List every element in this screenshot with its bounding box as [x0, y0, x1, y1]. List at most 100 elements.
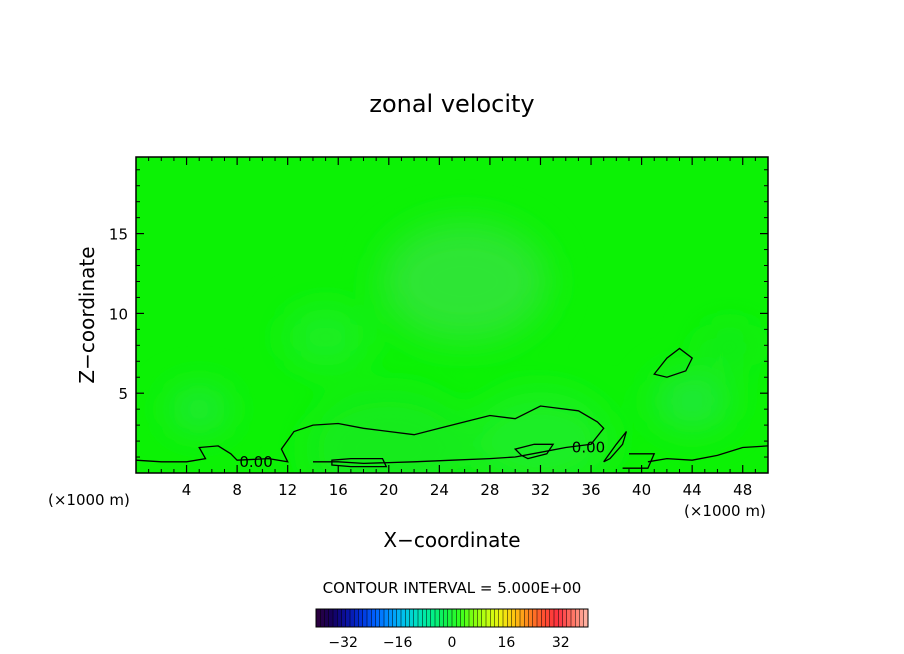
colorbar-segment — [524, 609, 529, 627]
contour-line — [603, 431, 628, 463]
contour-line — [331, 457, 388, 468]
x-tick-label: 40 — [632, 481, 651, 499]
colorbar-segment — [435, 609, 440, 627]
colorbar-segment — [337, 609, 342, 627]
colorbar-segment — [401, 609, 406, 627]
colorbar-segment — [477, 609, 483, 627]
colorbar-segment — [562, 609, 568, 627]
colorbar-segment — [528, 609, 534, 627]
field-patch — [168, 387, 230, 432]
x-tick-label: 28 — [480, 481, 499, 499]
colorbar-segment — [439, 609, 444, 627]
chart-title: zonal velocity — [369, 90, 534, 118]
field-anomalies — [168, 221, 761, 473]
colorbar-segment — [316, 609, 321, 627]
colorbar-segment — [507, 609, 512, 627]
colorbar-segment — [579, 609, 585, 627]
colorbar-segment — [566, 609, 572, 627]
colorbar-segment — [371, 609, 376, 627]
colorbar-segment — [549, 609, 555, 627]
x-tick-label: 48 — [733, 481, 752, 499]
colorbar-segment — [358, 609, 364, 627]
colorbar-segment — [384, 609, 389, 627]
x-tick-label: 44 — [683, 481, 702, 499]
x-tick-label: 4 — [182, 481, 192, 499]
y-tick-label: 15 — [109, 226, 128, 244]
y-axis-label: Z−coordinate — [75, 246, 99, 383]
colorbar-segment — [375, 609, 381, 627]
y-axis: 5 10 15 — [109, 169, 768, 458]
contour-value-label: 0.00 — [239, 453, 272, 471]
colorbar-tick-label: 32 — [552, 635, 570, 651]
field-patch — [380, 221, 549, 342]
contour-line — [653, 347, 694, 378]
colorbar-segment — [345, 609, 351, 627]
colorbar-segment — [426, 609, 432, 627]
colorbar-ticks: −32 −16 0 16 32 — [328, 635, 569, 651]
colorbar-segment — [537, 609, 542, 627]
colorbar-segment — [405, 609, 410, 627]
contour-line — [513, 443, 555, 460]
x-tick-label: 20 — [379, 481, 398, 499]
x-tick-label: 12 — [278, 481, 297, 499]
field-patch — [283, 307, 368, 368]
x-tick-label: 24 — [430, 481, 449, 499]
x-tick-label: 36 — [581, 481, 600, 499]
colorbar-segment — [328, 609, 334, 627]
colorbar-segment — [379, 609, 385, 627]
colorbar-segment — [515, 609, 521, 627]
colorbar-segment — [413, 609, 419, 627]
colorbar-segment — [490, 609, 495, 627]
field-patch — [699, 323, 761, 368]
colorbar-segment — [333, 609, 338, 627]
colorbar-segment — [486, 609, 491, 627]
colorbar-segment — [558, 609, 563, 627]
colorbar-segment — [532, 609, 538, 627]
x-tick-label: 16 — [329, 481, 348, 499]
colorbar-segment — [464, 609, 470, 627]
colorbar-segment — [511, 609, 517, 627]
x-unit-right: (×1000 m) — [684, 502, 766, 520]
colorbar-segment — [571, 609, 576, 627]
contour-lines — [136, 347, 768, 469]
field-patch — [652, 373, 732, 430]
colorbar-segment — [545, 609, 551, 627]
colorbar-segment — [469, 609, 474, 627]
colorbar-tick-label: 0 — [448, 635, 457, 651]
colorbar-segment — [341, 609, 347, 627]
contour-interval-label: CONTOUR INTERVAL = 5.000E+00 — [323, 579, 582, 597]
colorbar-tick-label: 16 — [497, 635, 515, 651]
colorbar-segment — [583, 609, 589, 627]
colorbar — [315, 608, 589, 628]
colorbar-segment — [362, 609, 368, 627]
x-axis: 4 8 12 16 20 24 28 32 36 40 44 48 — [148, 157, 756, 499]
colorbar-segment — [388, 609, 393, 627]
colorbar-segment — [418, 609, 423, 627]
colorbar-segment — [520, 609, 525, 627]
colorbar-segment — [554, 609, 559, 627]
colorbar-segment — [473, 609, 478, 627]
colorbar-tick-label: −32 — [328, 635, 358, 651]
colorbar-segment — [503, 609, 508, 627]
colorbar-segment — [443, 609, 449, 627]
colorbar-segment — [498, 609, 504, 627]
colorbar-segment — [541, 609, 546, 627]
colorbar-tick-label: −16 — [383, 635, 413, 651]
field-patch — [470, 391, 611, 473]
x-unit-left: (×1000 m) — [48, 491, 130, 509]
contour-line — [136, 405, 605, 465]
colorbar-segment — [320, 609, 325, 627]
colorbar-segment — [354, 609, 359, 627]
contour-labels: 0.00 0.00 — [239, 438, 605, 470]
colorbar-frame — [315, 608, 589, 628]
x-tick-label: 8 — [232, 481, 242, 499]
contour-line — [647, 445, 768, 463]
contour-line — [622, 453, 656, 469]
colorbar-segment — [422, 609, 427, 627]
colorbar-segment — [430, 609, 436, 627]
contour-value-label: 0.00 — [572, 438, 605, 456]
x-tick-label: 32 — [531, 481, 550, 499]
colorbar-segment — [452, 609, 457, 627]
colorbar-segment — [396, 609, 402, 627]
